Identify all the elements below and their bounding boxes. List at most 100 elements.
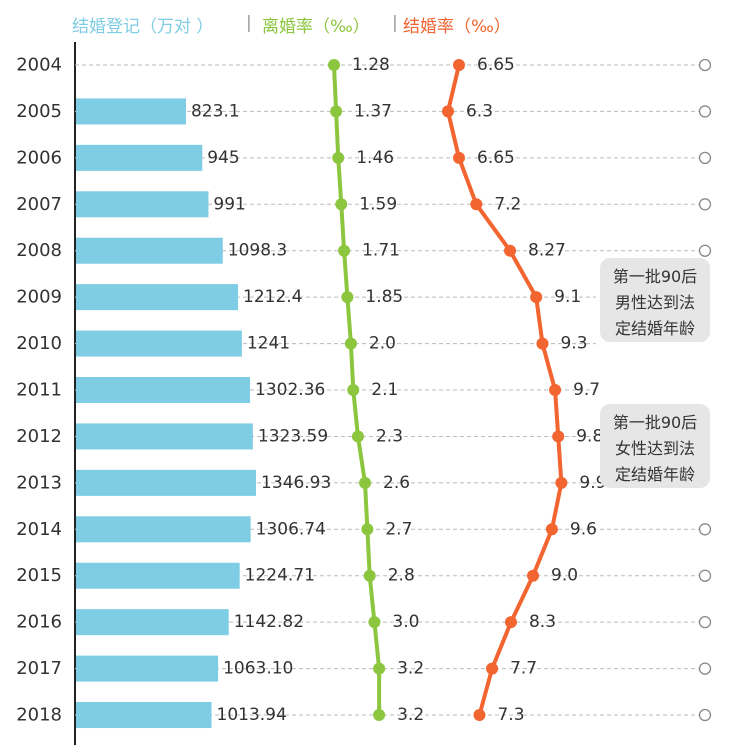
tick-label-year: 2015 xyxy=(16,565,62,586)
tick-label-year: 2004 xyxy=(16,55,62,76)
legend-separator: | xyxy=(392,13,398,33)
marriage-rate-value-label: 9.3 xyxy=(560,334,587,354)
legend-marriages: 结婚登记（万对 ） xyxy=(72,17,214,37)
bar xyxy=(76,191,209,218)
divorce-rate-value-label: 1.71 xyxy=(362,241,400,261)
annotation-line: 定结婚年龄 xyxy=(614,319,695,338)
row-end-marker xyxy=(698,105,712,118)
bar xyxy=(76,516,251,543)
row-end-marker xyxy=(698,708,712,722)
row-end-marker xyxy=(698,244,712,257)
divorce-rate-point xyxy=(341,291,354,304)
marriage-rate-value-label: 8.3 xyxy=(529,612,556,632)
divorce-rate-value-label: 2.0 xyxy=(369,334,396,354)
tick-label-year: 2008 xyxy=(16,240,62,261)
bar xyxy=(76,237,223,264)
marriage-rate-value-label: 9.6 xyxy=(570,519,597,539)
bar-value-label: 1241 xyxy=(247,334,290,354)
marriage-rate-value-label: 9.8 xyxy=(576,426,603,446)
marriage-rate-value-label: 7.7 xyxy=(510,659,537,679)
divorce-rate-point xyxy=(347,384,360,397)
tick-label-year: 2017 xyxy=(16,658,62,679)
legend-separator: | xyxy=(246,13,252,33)
tick-label-year: 2014 xyxy=(16,519,62,540)
divorce-rate-point xyxy=(328,59,340,71)
bar xyxy=(76,562,240,589)
divorce-rate-value-label: 2.8 xyxy=(388,566,415,586)
marriage-rate-value-label: 9.7 xyxy=(573,380,600,400)
divorce-rate-value-label: 1.37 xyxy=(354,101,392,121)
marriage-rate-point xyxy=(473,709,486,722)
annotation-line: 定结婚年龄 xyxy=(614,465,695,484)
bar xyxy=(76,377,251,404)
marriage-rate-point xyxy=(545,523,558,536)
bar-value-label: 823.1 xyxy=(191,101,240,121)
tick-label-year: 2007 xyxy=(16,194,62,215)
divorce-rate-value-label: 2.7 xyxy=(385,519,412,539)
tick-label-year: 2011 xyxy=(16,380,62,401)
bar-value-label: 1063.10 xyxy=(223,659,293,679)
divorce-rate-point xyxy=(373,662,386,675)
marriage-rate-point xyxy=(530,291,543,304)
bar xyxy=(76,702,212,729)
tick-label-year: 2018 xyxy=(16,705,62,726)
divorce-rate-point xyxy=(335,198,348,211)
divorce-rate-point xyxy=(359,476,372,489)
marriage-rate-point xyxy=(470,198,483,211)
bar-value-label: 1142.82 xyxy=(234,612,304,632)
legend-divorce-rate: 离婚率（‰） xyxy=(262,17,370,37)
bar-value-label: 945 xyxy=(207,148,239,168)
bar xyxy=(76,330,242,357)
divorce-rate-point xyxy=(368,616,381,629)
divorce-rate-value-label: 1.28 xyxy=(352,55,390,75)
marriage-rate-point xyxy=(504,244,517,257)
divorce-rate-value-label: 2.1 xyxy=(371,380,398,400)
marriage-rate-point xyxy=(555,476,568,489)
marriage-rate-point xyxy=(453,151,465,164)
annotation-line: 男性达到法 xyxy=(614,293,695,312)
bar xyxy=(76,98,186,125)
bar-value-label: 1224.71 xyxy=(245,566,315,586)
tick-label-year: 2013 xyxy=(16,472,62,493)
marriage-rate-point xyxy=(453,59,465,71)
divorce-rate-value-label: 2.3 xyxy=(376,426,403,446)
divorce-rate-value-label: 3.2 xyxy=(397,705,424,725)
series-lines xyxy=(328,59,568,722)
divorce-rate-point xyxy=(330,105,343,118)
divorce-rate-point xyxy=(351,430,364,443)
bar xyxy=(76,469,256,496)
marriage-rate-value-label: 9.9 xyxy=(579,473,606,493)
divorce-rate-point xyxy=(344,337,357,350)
row-end-marker xyxy=(698,569,712,582)
marriage-rate-value-label: 8.27 xyxy=(528,241,566,261)
marriage-rate-point xyxy=(536,337,549,350)
marriage-rate-value-label: 7.3 xyxy=(497,705,524,725)
labels: 2004 2005 2006 2007 2008 2009 2010 2011 2012 2013… xyxy=(16,55,606,726)
marriage-rate-point xyxy=(552,430,565,443)
bar-value-label: 1346.93 xyxy=(261,473,331,493)
bars xyxy=(76,98,256,729)
bar xyxy=(76,423,253,450)
marriage-rate-value-label: 6.65 xyxy=(477,148,515,168)
marriage-rate-point xyxy=(549,384,562,397)
divorce-rate-value-label: 1.85 xyxy=(365,287,403,307)
marriage-rate-point xyxy=(527,569,540,582)
tick-label-year: 2010 xyxy=(16,333,62,354)
row-end-marker xyxy=(698,523,712,536)
marriage-rate-point xyxy=(486,662,499,675)
divorce-rate-point xyxy=(332,151,345,164)
tick-label-year: 2012 xyxy=(16,426,62,447)
tick-label-year: 2009 xyxy=(16,287,62,308)
annotation-2012: 第一批90后 女性达到法 定结婚年龄 xyxy=(600,404,710,488)
marriage-rate-value-label: 6.65 xyxy=(477,55,515,75)
bar xyxy=(76,655,219,682)
marriage-rate-value-label: 6.3 xyxy=(466,101,493,121)
divorce-rate-value-label: 1.59 xyxy=(359,194,397,214)
annotation-line: 第一批90后 xyxy=(612,267,698,286)
tick-label-year: 2016 xyxy=(16,612,62,633)
bar xyxy=(76,144,203,171)
row-end-marker xyxy=(698,58,712,72)
marriage-rate-point xyxy=(441,105,454,118)
marriage-rate-value-label: 7.2 xyxy=(494,194,521,214)
